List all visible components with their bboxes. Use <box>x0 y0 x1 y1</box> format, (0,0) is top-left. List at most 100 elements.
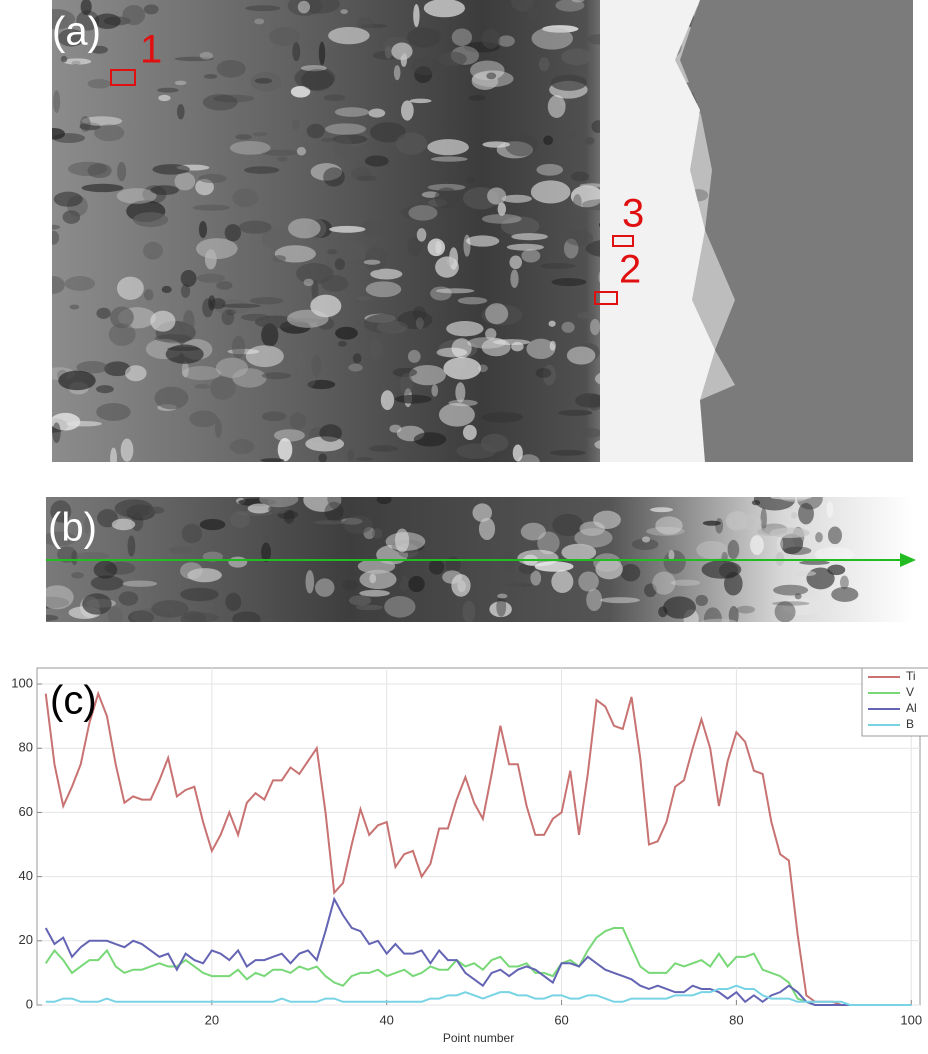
texture <box>573 194 582 210</box>
texture <box>574 528 612 548</box>
texture <box>366 281 402 297</box>
texture <box>144 4 159 14</box>
texture <box>798 503 814 525</box>
texture <box>455 382 465 402</box>
texture <box>586 589 602 611</box>
texture <box>333 135 353 156</box>
texture <box>435 187 459 208</box>
texture <box>58 371 95 391</box>
texture <box>315 578 334 597</box>
texture <box>664 550 686 574</box>
texture <box>370 337 381 359</box>
texture <box>151 600 189 618</box>
texture <box>232 336 245 358</box>
texture <box>593 553 621 572</box>
texture <box>413 4 419 27</box>
texture <box>729 606 739 625</box>
texture <box>550 450 586 456</box>
texture <box>473 503 492 522</box>
texture <box>82 593 111 614</box>
texture <box>417 228 427 242</box>
y-tick-label: 60 <box>19 804 33 819</box>
texture <box>482 141 510 147</box>
texture <box>395 395 432 404</box>
texture <box>750 535 764 555</box>
texture <box>349 595 371 605</box>
texture <box>255 78 272 84</box>
texture <box>198 174 226 183</box>
texture <box>368 109 385 118</box>
texture <box>71 550 77 565</box>
texture <box>510 269 518 288</box>
panel-label: (a) <box>52 10 101 54</box>
texture <box>482 214 522 224</box>
texture <box>621 564 641 581</box>
texture <box>548 95 566 118</box>
texture <box>482 412 523 422</box>
texture <box>228 557 247 568</box>
texture <box>498 35 515 46</box>
texture <box>784 547 812 555</box>
texture <box>259 491 298 507</box>
texture <box>304 279 314 286</box>
texture <box>54 192 83 207</box>
texture <box>521 249 540 262</box>
texture <box>44 225 60 230</box>
x-tick-label: 40 <box>379 1012 393 1027</box>
texture <box>216 281 232 290</box>
legend-label: V <box>906 685 914 699</box>
texture <box>364 260 381 265</box>
texture <box>517 550 558 567</box>
texture <box>199 221 207 238</box>
texture <box>431 384 438 396</box>
texture <box>297 147 306 156</box>
texture <box>288 218 321 238</box>
texture <box>348 364 362 372</box>
texture <box>66 421 102 426</box>
texture <box>400 373 413 395</box>
texture <box>456 443 496 458</box>
texture <box>796 571 816 576</box>
texture <box>197 274 225 283</box>
texture <box>414 432 446 446</box>
texture <box>167 347 200 351</box>
texture <box>539 57 550 71</box>
texture <box>123 580 158 586</box>
x-tick-label: 100 <box>900 1012 922 1027</box>
x-tick-label: 60 <box>554 1012 568 1027</box>
texture <box>254 18 264 24</box>
texture <box>327 487 345 509</box>
texture <box>840 576 849 590</box>
texture <box>521 523 546 541</box>
texture <box>799 561 830 565</box>
texture <box>482 29 501 49</box>
texture <box>329 226 365 233</box>
texture <box>540 263 575 269</box>
texture <box>593 511 621 529</box>
texture <box>230 439 254 454</box>
texture <box>119 591 139 605</box>
texture <box>204 74 217 79</box>
texture <box>430 286 452 300</box>
texture <box>342 580 359 591</box>
texture <box>245 5 281 11</box>
texture <box>88 79 111 89</box>
texture <box>498 202 506 215</box>
texture <box>277 157 288 162</box>
texture <box>369 573 376 583</box>
texture <box>235 134 251 140</box>
texture <box>210 298 225 309</box>
texture <box>652 572 675 595</box>
texture <box>125 365 147 381</box>
texture <box>239 221 272 234</box>
texture <box>715 518 723 534</box>
texture <box>122 5 145 25</box>
texture <box>128 535 136 556</box>
texture <box>327 249 337 254</box>
texture <box>162 286 172 293</box>
texture <box>182 362 189 378</box>
texture <box>528 7 540 19</box>
texture <box>155 334 192 342</box>
texture <box>357 175 377 181</box>
texture <box>150 185 179 195</box>
